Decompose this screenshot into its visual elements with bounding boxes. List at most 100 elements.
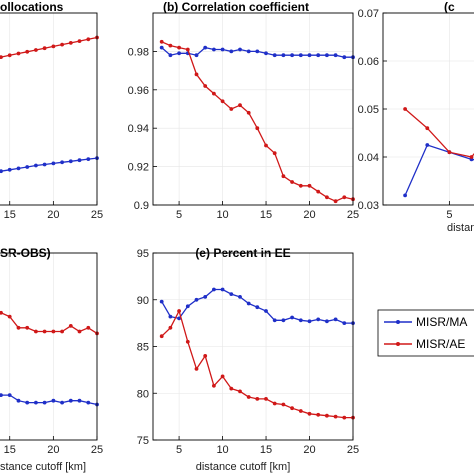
panel-b-ytick-label: 0.98	[128, 46, 149, 58]
panel-a-xtick-label: 25	[91, 209, 103, 221]
panel-b-data-point	[298, 53, 303, 58]
panel-e-data-point	[185, 339, 190, 344]
panel-e-data-point	[220, 374, 225, 379]
panel-d-data-point	[60, 329, 64, 334]
legend-label-misr-ma: MISR/MA	[416, 315, 467, 329]
panel-d-data-point	[68, 398, 73, 403]
panel-e-ytick-label: 85	[137, 342, 149, 354]
panel-b-data-point	[220, 47, 225, 52]
panel-d-axes-frame	[0, 252, 98, 441]
panel-e-data-point	[194, 367, 199, 371]
panel-b-xtick-label: 10	[216, 209, 228, 221]
legend-box	[377, 309, 474, 357]
panel-b-data-point	[203, 45, 208, 50]
panel-a-data-point	[0, 55, 3, 59]
panel-d-plot: 15 20 25	[0, 252, 103, 456]
panel-e-data-point	[325, 413, 329, 418]
panel-e-data-point	[159, 299, 164, 304]
panel-e-data-point	[229, 386, 234, 391]
panel-b-data-point	[307, 53, 312, 58]
panel-b-data-point	[159, 39, 164, 44]
panel-d-data-point	[42, 329, 47, 334]
panel-b-data-point	[194, 53, 199, 58]
panel-b-data-point	[185, 47, 190, 52]
panel-b-data-point	[168, 53, 173, 58]
legend-label-misr-ae: MISR/AE	[416, 337, 465, 351]
panel-b-data-point	[212, 91, 216, 96]
panel-b-data-point	[325, 53, 329, 58]
panel-d-data-point	[51, 398, 56, 403]
panel-b-ytick-label: 0.96	[128, 85, 149, 97]
panel-a-data-point	[60, 42, 64, 47]
panel-d-data-point	[86, 400, 91, 405]
panel-a-data-point	[60, 160, 64, 165]
panel-c-ytick-label: 0.04	[358, 152, 379, 164]
panel-c-plot: 0.03 0.04 0.05 0.06 0.07 5	[358, 8, 474, 221]
panel-d-data-point	[34, 329, 38, 334]
panel-c-data-point	[447, 150, 452, 155]
panel-e-data-point	[238, 295, 242, 299]
panel-c-data-point	[425, 126, 430, 131]
panel-d: SR-OBS) 15 20 25 stance cutoff [km]	[0, 246, 103, 473]
panel-a-data-point	[51, 44, 56, 49]
panel-e-data-point	[264, 309, 268, 313]
panel-d-data-point	[86, 325, 91, 330]
panel-c-ytick-label: 0.07	[358, 8, 379, 20]
panel-d-data-point	[60, 400, 64, 405]
panel-b-data-point	[238, 47, 242, 52]
panel-e-data-point	[342, 415, 347, 420]
panel-d-data-point	[51, 329, 56, 334]
panel-b-data-point	[316, 189, 321, 194]
panel-a-data-point	[51, 161, 56, 166]
panel-b-data-point	[281, 53, 286, 58]
panel-d-data-point	[34, 400, 38, 405]
panel-b-xtick-label: 25	[347, 209, 359, 221]
panel-b-data-point	[159, 45, 164, 50]
panel-d-data-point	[7, 393, 12, 397]
panel-c-data-point	[403, 193, 407, 198]
panel-c-xtick-label: 5	[446, 209, 452, 221]
panel-c-ytick-label: 0.05	[358, 104, 379, 116]
panel-d-data-point	[77, 398, 82, 403]
panel-e-data-point	[168, 314, 173, 319]
panel-b-xtick-label: 5	[176, 209, 182, 221]
panel-e-axes-frame	[152, 252, 354, 441]
panel-b-data-point	[177, 51, 182, 56]
panel-e-data-point	[307, 319, 312, 324]
panel-e-data-point	[272, 401, 277, 406]
panel-e-data-point	[298, 409, 303, 413]
panel-e-data-point	[212, 383, 216, 388]
panel-e-ytick-label: 90	[137, 295, 149, 307]
panel-d-data-point	[0, 310, 3, 315]
panel-e-data-point	[298, 318, 303, 323]
panel-b-data-point	[342, 195, 347, 200]
panel-d-data-point	[68, 324, 73, 328]
panel-c-data-point	[469, 155, 474, 159]
panel-c-series-line-1	[404, 108, 474, 158]
panel-a-data-point	[7, 53, 12, 58]
panel-a-data-point	[42, 162, 47, 167]
panel-b-data-point	[255, 49, 260, 54]
panel-b-data-point	[212, 47, 216, 52]
panel-e-xtick-label: 5	[176, 444, 182, 456]
panel-b-data-point	[298, 183, 303, 188]
panel-c-title: (c	[444, 0, 455, 14]
panel-b-data-point	[229, 49, 234, 54]
panel-e-data-point	[333, 317, 338, 322]
panel-a-xtick-label: 20	[47, 209, 59, 221]
panel-b-data-point	[333, 53, 338, 58]
panel-b-title: (b) Correlation coefficient	[163, 0, 309, 14]
panel-d-xtick-label: 25	[91, 444, 103, 456]
panel-b-data-point	[177, 45, 182, 50]
panel-b: (b) Correlation coefficient 0.90.920.940…	[128, 0, 360, 221]
panel-b-data-point	[325, 195, 329, 200]
panel-b-data-point	[272, 151, 277, 156]
panel-c-ytick-label: 0.06	[358, 56, 379, 68]
panel-b-data-point	[264, 51, 268, 56]
panel-e-data-point	[246, 395, 251, 399]
panel-d-data-point	[25, 400, 30, 405]
panel-e-data-point	[177, 316, 182, 321]
panel-a-axes-frame	[0, 12, 98, 206]
